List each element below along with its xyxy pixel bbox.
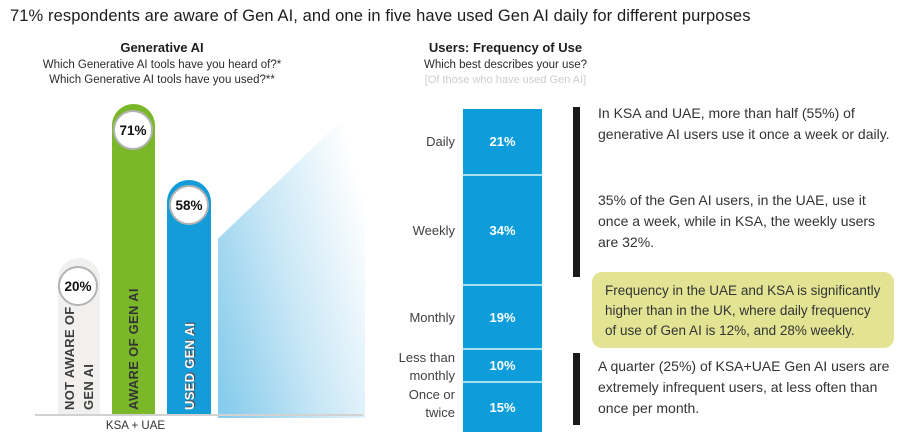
awareness-chart-header: Generative AI Which Generative AI tools … (28, 40, 296, 88)
frequency-chart-title: Users: Frequency of Use (428, 40, 583, 55)
awareness-chart-subtitle-2: Which Generative AI tools have you used?… (49, 74, 275, 86)
bar-aware-label: AWARE OF GEN AI (126, 288, 141, 410)
awareness-axis-line (35, 414, 363, 416)
awareness-chart-title: Generative AI (120, 40, 204, 55)
awareness-chart-subtitle-1: Which Generative AI tools have you heard… (42, 59, 282, 71)
insight-highlight-box: Frequency in the UAE and KSA is signific… (592, 272, 894, 348)
frequency-chart-note: [Of those who have used Gen AI] (424, 74, 587, 86)
bar-used-label: USED GEN AI (182, 322, 197, 410)
decorative-wedge (218, 98, 365, 418)
segment-label-weekly: Weekly (412, 223, 455, 238)
insight-text-2: 35% of the Gen AI users, in the UAE, use… (598, 192, 876, 250)
segment-once-or-twice: 15% (463, 383, 542, 432)
insight-accent-bar-bottom (573, 353, 580, 425)
segment-daily: 21% (463, 109, 542, 176)
bar-aware (112, 104, 155, 415)
insight-text-3: A quarter (25%) of KSA+UAE Gen AI users … (598, 358, 890, 416)
segment-label-monthly: Monthly (409, 310, 455, 325)
frequency-chart-header: Users: Frequency of Use Which best descr… (403, 40, 608, 88)
awareness-axis-label: KSA + UAE (105, 420, 166, 432)
segment-monthly: 19% (463, 286, 542, 350)
insight-text-1: In KSA and UAE, more than half (55%) of … (598, 105, 890, 142)
segment-label-once-or-twice: Once or twice (408, 387, 455, 420)
frequency-stacked-bar: 21% 34% 19% 10% 15% (463, 109, 542, 432)
value-badge-not-aware: 20% (58, 266, 98, 306)
insight-accent-bar-top (573, 107, 580, 277)
segment-label-daily: Daily (426, 134, 455, 149)
slide-title: 71% respondents are aware of Gen AI, and… (10, 7, 751, 25)
value-badge-aware: 71% (113, 110, 153, 150)
frequency-chart-subtitle: Which best describes your use? (424, 59, 587, 71)
segment-weekly: 34% (463, 176, 542, 286)
value-badge-used: 58% (169, 185, 209, 225)
segment-less-than-monthly: 10% (463, 350, 542, 383)
segment-label-less-than-monthly: Less than monthly (398, 350, 455, 383)
